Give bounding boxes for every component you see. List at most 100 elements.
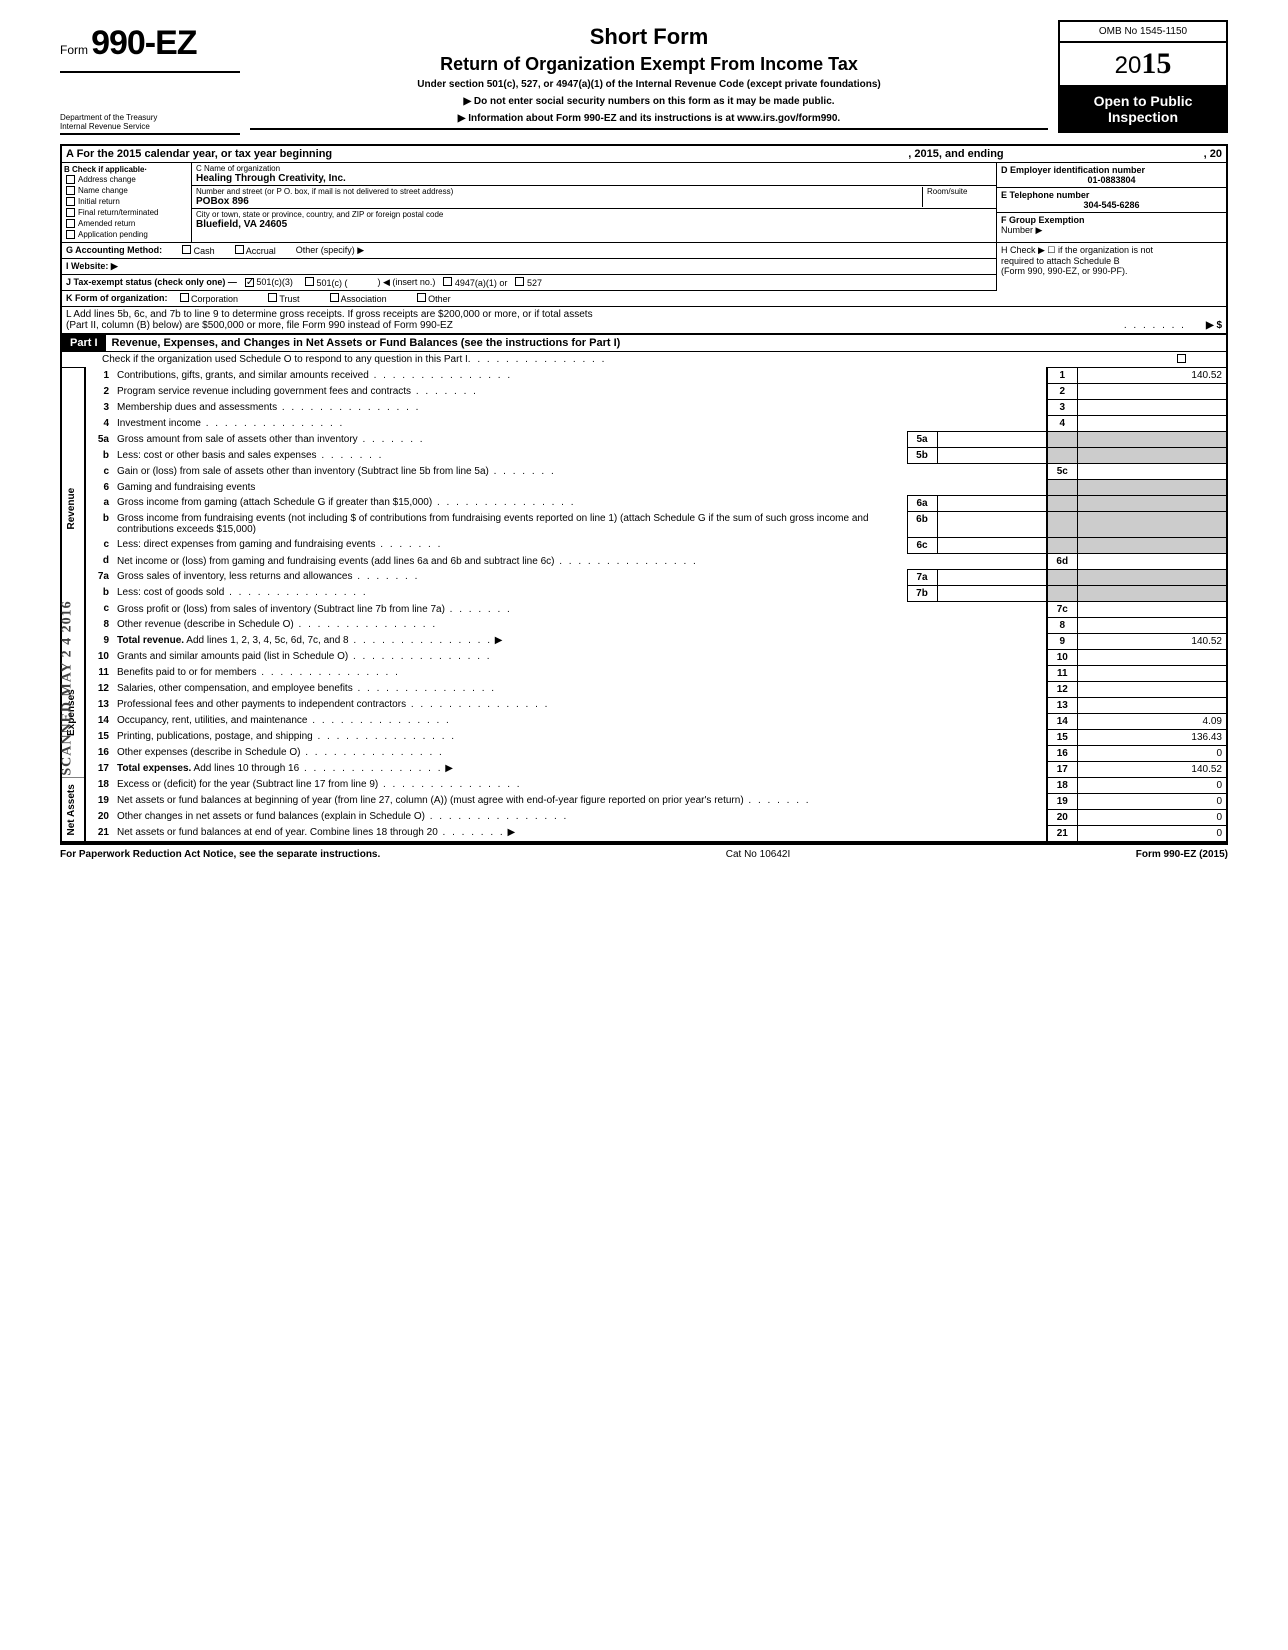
h-line3: (Form 990, 990-EZ, or 990-PF). bbox=[1001, 266, 1222, 276]
chk-other[interactable] bbox=[417, 293, 426, 302]
part1-check: Check if the organization used Schedule … bbox=[102, 354, 468, 365]
line-desc: Grants and similar amounts paid (list in… bbox=[117, 651, 348, 662]
assoc-label: Association bbox=[341, 294, 387, 304]
line-num: c bbox=[85, 537, 113, 553]
line-num: b bbox=[85, 448, 113, 464]
line-val: 0 bbox=[1077, 745, 1227, 761]
line-desc: Gross income from fundraising events (no… bbox=[117, 513, 869, 535]
city-value: Bluefield, VA 24605 bbox=[196, 219, 992, 230]
line-num: 17 bbox=[85, 761, 113, 777]
shaded-cell bbox=[1047, 495, 1077, 511]
shaded-cell bbox=[1047, 569, 1077, 585]
line-desc: Membership dues and assessments bbox=[117, 402, 277, 413]
shaded-cell bbox=[1047, 432, 1077, 448]
line-val bbox=[1077, 553, 1227, 569]
line-val: 0 bbox=[1077, 825, 1227, 842]
chk-527[interactable] bbox=[515, 277, 524, 286]
line-val: 0 bbox=[1077, 793, 1227, 809]
inner-num: 7b bbox=[907, 585, 937, 601]
ein-label: D Employer identification number bbox=[1001, 165, 1222, 175]
chk-final-label: Final return/terminated bbox=[78, 208, 158, 217]
other-label: Other (specify) ▶ bbox=[296, 245, 364, 256]
line-desc: Excess or (deficit) for the year (Subtra… bbox=[117, 779, 378, 790]
website-label: I Website: ▶ bbox=[66, 261, 118, 272]
line-val: 136.43 bbox=[1077, 729, 1227, 745]
chk-schedule-o[interactable] bbox=[1177, 354, 1186, 363]
chk-amended[interactable] bbox=[66, 219, 75, 228]
shaded-cell bbox=[1077, 511, 1227, 537]
chk-address[interactable] bbox=[66, 175, 75, 184]
line-rnum: 2 bbox=[1047, 384, 1077, 400]
line-val bbox=[1077, 384, 1227, 400]
section-b-label: B Check if applicable· bbox=[64, 165, 189, 174]
line-rnum: 11 bbox=[1047, 665, 1077, 681]
line-num: c bbox=[85, 601, 113, 617]
inner-val bbox=[937, 511, 1047, 537]
line-num: 10 bbox=[85, 649, 113, 665]
open-public-1: Open to Public bbox=[1068, 93, 1218, 109]
chk-final[interactable] bbox=[66, 208, 75, 217]
form-org-label: K Form of organization: bbox=[66, 293, 168, 304]
chk-pending[interactable] bbox=[66, 230, 75, 239]
chk-corp[interactable] bbox=[180, 293, 189, 302]
line-desc: Gaming and fundraising events bbox=[117, 482, 255, 493]
return-title: Return of Organization Exempt From Incom… bbox=[250, 54, 1048, 75]
ein-value: 01-0883804 bbox=[1001, 175, 1222, 185]
inner-val bbox=[937, 432, 1047, 448]
line-val: 4.09 bbox=[1077, 713, 1227, 729]
section-a-mid: , 2015, and ending bbox=[908, 148, 1003, 160]
line-rnum: 19 bbox=[1047, 793, 1077, 809]
street-value: POBox 896 bbox=[196, 196, 922, 207]
line-val bbox=[1077, 617, 1227, 633]
year-value: 15 bbox=[1141, 47, 1171, 80]
chk-501c[interactable] bbox=[305, 277, 314, 286]
line-rnum: 18 bbox=[1047, 777, 1077, 793]
shaded-cell bbox=[1047, 585, 1077, 601]
line-val bbox=[1077, 416, 1227, 432]
line-desc: Contributions, gifts, grants, and simila… bbox=[117, 370, 369, 381]
line-num: 14 bbox=[85, 713, 113, 729]
chk-cash[interactable] bbox=[182, 245, 191, 254]
chk-assoc[interactable] bbox=[330, 293, 339, 302]
info-url: ▶ Information about Form 990-EZ and its … bbox=[250, 113, 1048, 130]
line-rnum: 10 bbox=[1047, 649, 1077, 665]
line-val: 0 bbox=[1077, 809, 1227, 825]
group-label: F Group Exemption bbox=[1001, 215, 1085, 225]
shaded-cell bbox=[1047, 511, 1077, 537]
line-desc: Less: cost of goods sold bbox=[117, 587, 224, 598]
part1-title: Revenue, Expenses, and Changes in Net As… bbox=[106, 335, 1226, 351]
line-num: c bbox=[85, 464, 113, 480]
h-line1: H Check ▶ ☐ if the organization is not bbox=[1001, 245, 1222, 256]
line-rnum: 5c bbox=[1047, 464, 1077, 480]
chk-trust[interactable] bbox=[268, 293, 277, 302]
inner-val bbox=[937, 585, 1047, 601]
line-num: 8 bbox=[85, 617, 113, 633]
shaded-cell bbox=[1077, 569, 1227, 585]
footer-left: For Paperwork Reduction Act Notice, see … bbox=[60, 849, 380, 860]
line-num: 15 bbox=[85, 729, 113, 745]
netassets-side: Net Assets bbox=[61, 777, 85, 842]
group-label2: Number ▶ bbox=[1001, 225, 1042, 235]
h-line2: required to attach Schedule B bbox=[1001, 256, 1222, 266]
inner-val bbox=[937, 569, 1047, 585]
org-name: Healing Through Creativity, Inc. bbox=[196, 173, 992, 184]
chk-initial[interactable] bbox=[66, 197, 75, 206]
501c3-label: 501(c)(3) bbox=[256, 277, 293, 287]
inner-num: 5b bbox=[907, 448, 937, 464]
inner-val bbox=[937, 495, 1047, 511]
chk-name[interactable] bbox=[66, 186, 75, 195]
inner-num: 5a bbox=[907, 432, 937, 448]
line-num: d bbox=[85, 553, 113, 569]
line-val bbox=[1077, 665, 1227, 681]
chk-501c3[interactable] bbox=[245, 278, 254, 287]
chk-4947[interactable] bbox=[443, 277, 452, 286]
line-val bbox=[1077, 601, 1227, 617]
chk-accrual[interactable] bbox=[235, 245, 244, 254]
line-rnum: 7c bbox=[1047, 601, 1077, 617]
line-val bbox=[1077, 649, 1227, 665]
other-label2: Other bbox=[428, 294, 451, 304]
line-num: a bbox=[85, 495, 113, 511]
line-num: 7a bbox=[85, 569, 113, 585]
line-num: 9 bbox=[85, 633, 113, 649]
shaded-cell bbox=[1077, 432, 1227, 448]
